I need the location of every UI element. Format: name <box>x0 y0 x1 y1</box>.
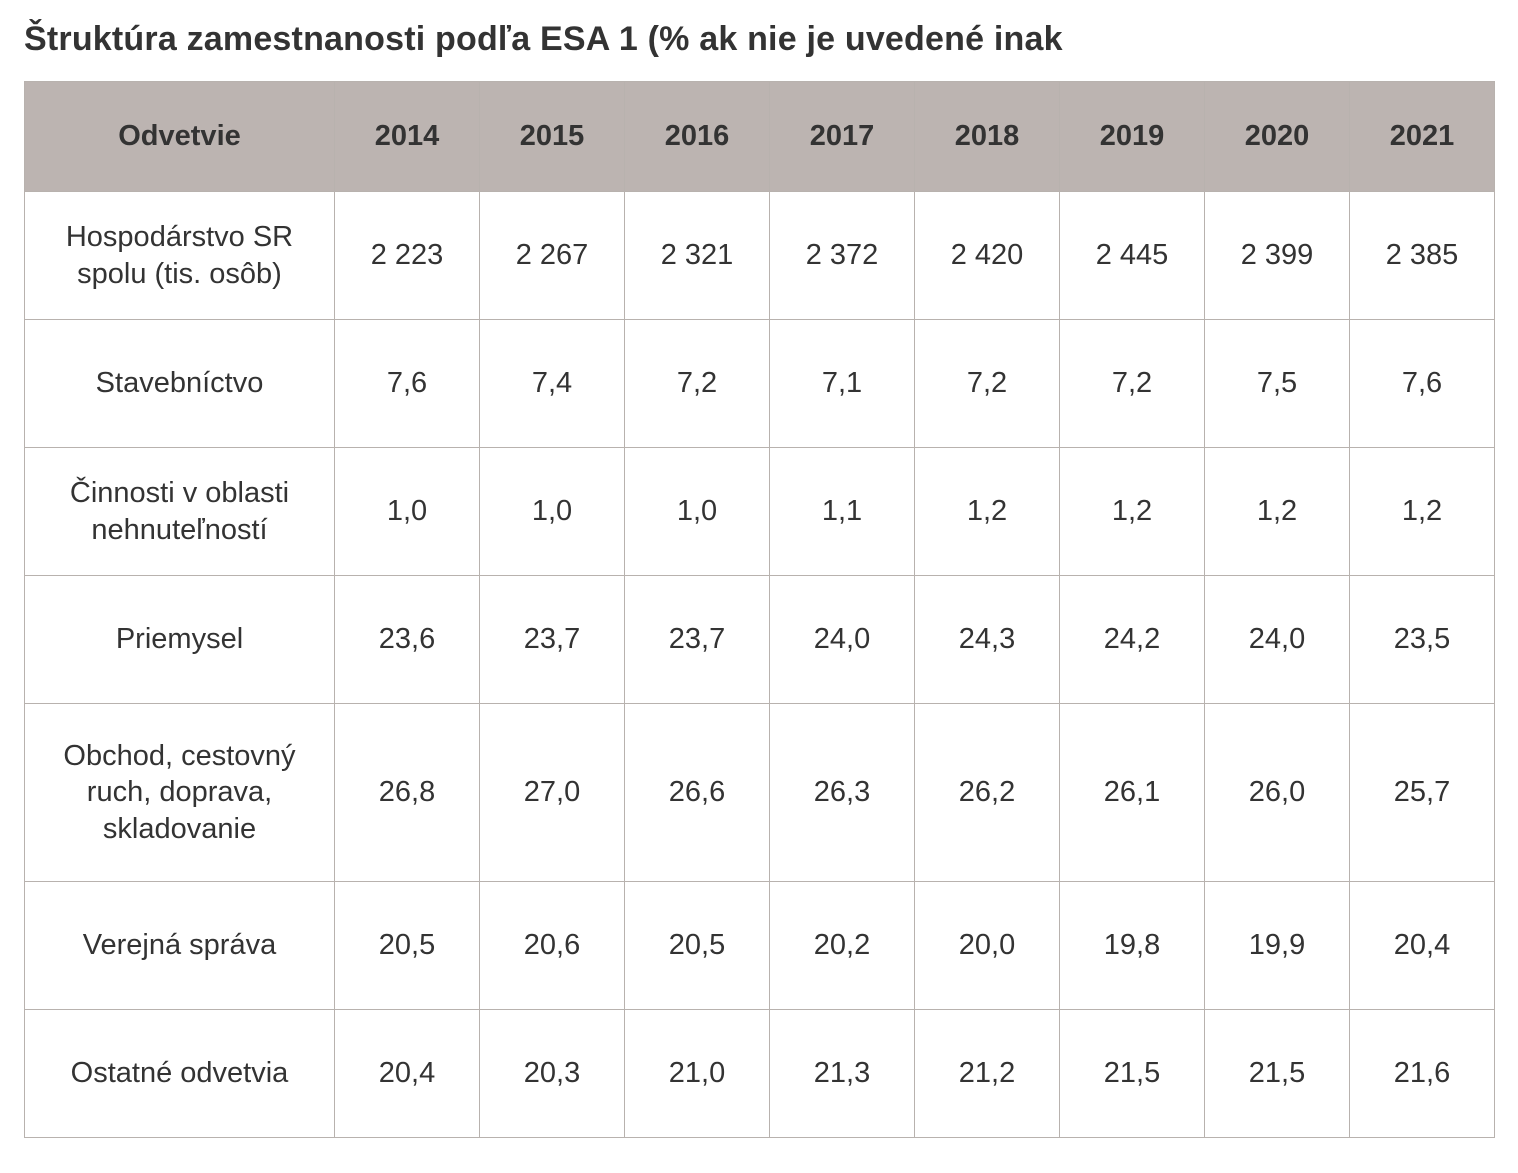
table-header-row: Odvetvie 2014 2015 2016 2017 2018 2019 2… <box>25 82 1495 192</box>
value-cell: 21,5 <box>1060 1010 1205 1138</box>
value-cell: 23,5 <box>1350 576 1495 704</box>
value-cell: 2 321 <box>625 192 770 320</box>
value-cell: 24,2 <box>1060 576 1205 704</box>
value-cell: 23,7 <box>480 576 625 704</box>
value-cell: 26,6 <box>625 704 770 882</box>
col-header-year: 2016 <box>625 82 770 192</box>
sector-cell: Verejná správa <box>25 882 335 1010</box>
value-cell: 20,4 <box>1350 882 1495 1010</box>
value-cell: 7,5 <box>1205 320 1350 448</box>
sector-cell: Činnosti v oblasti nehnuteľností <box>25 448 335 576</box>
value-cell: 1,0 <box>335 448 480 576</box>
value-cell: 21,6 <box>1350 1010 1495 1138</box>
value-cell: 21,3 <box>770 1010 915 1138</box>
value-cell: 21,2 <box>915 1010 1060 1138</box>
value-cell: 20,2 <box>770 882 915 1010</box>
value-cell: 21,5 <box>1205 1010 1350 1138</box>
value-cell: 7,2 <box>1060 320 1205 448</box>
value-cell: 23,6 <box>335 576 480 704</box>
table-body: Hospodárstvo SR spolu (tis. osôb)2 2232 … <box>25 192 1495 1138</box>
value-cell: 7,6 <box>1350 320 1495 448</box>
col-header-year: 2014 <box>335 82 480 192</box>
sector-cell: Stavebníctvo <box>25 320 335 448</box>
employment-structure-table: Odvetvie 2014 2015 2016 2017 2018 2019 2… <box>24 81 1495 1138</box>
value-cell: 1,2 <box>1060 448 1205 576</box>
value-cell: 27,0 <box>480 704 625 882</box>
value-cell: 24,3 <box>915 576 1060 704</box>
value-cell: 2 223 <box>335 192 480 320</box>
value-cell: 2 445 <box>1060 192 1205 320</box>
value-cell: 26,3 <box>770 704 915 882</box>
value-cell: 26,1 <box>1060 704 1205 882</box>
sector-cell: Obchod, cestovný ruch, doprava, skladova… <box>25 704 335 882</box>
value-cell: 1,1 <box>770 448 915 576</box>
value-cell: 20,0 <box>915 882 1060 1010</box>
value-cell: 1,2 <box>1205 448 1350 576</box>
table-row: Hospodárstvo SR spolu (tis. osôb)2 2232 … <box>25 192 1495 320</box>
value-cell: 25,7 <box>1350 704 1495 882</box>
value-cell: 20,3 <box>480 1010 625 1138</box>
col-header-year: 2017 <box>770 82 915 192</box>
value-cell: 2 399 <box>1205 192 1350 320</box>
value-cell: 2 385 <box>1350 192 1495 320</box>
table-row: Stavebníctvo7,67,47,27,17,27,27,57,6 <box>25 320 1495 448</box>
col-header-year: 2018 <box>915 82 1060 192</box>
value-cell: 7,4 <box>480 320 625 448</box>
value-cell: 2 420 <box>915 192 1060 320</box>
value-cell: 20,4 <box>335 1010 480 1138</box>
col-header-year: 2019 <box>1060 82 1205 192</box>
value-cell: 7,2 <box>625 320 770 448</box>
value-cell: 24,0 <box>770 576 915 704</box>
value-cell: 20,6 <box>480 882 625 1010</box>
value-cell: 20,5 <box>335 882 480 1010</box>
table-row: Verejná správa20,520,620,520,220,019,819… <box>25 882 1495 1010</box>
sector-cell: Hospodárstvo SR spolu (tis. osôb) <box>25 192 335 320</box>
value-cell: 21,0 <box>625 1010 770 1138</box>
value-cell: 1,2 <box>1350 448 1495 576</box>
value-cell: 7,2 <box>915 320 1060 448</box>
col-header-year: 2021 <box>1350 82 1495 192</box>
value-cell: 7,1 <box>770 320 915 448</box>
sector-cell: Priemysel <box>25 576 335 704</box>
value-cell: 26,8 <box>335 704 480 882</box>
value-cell: 1,2 <box>915 448 1060 576</box>
table-row: Ostatné odvetvia20,420,321,021,321,221,5… <box>25 1010 1495 1138</box>
value-cell: 19,9 <box>1205 882 1350 1010</box>
col-header-year: 2020 <box>1205 82 1350 192</box>
value-cell: 26,2 <box>915 704 1060 882</box>
table-title: Štruktúra zamestnanosti podľa ESA 1 (% a… <box>24 20 1494 59</box>
value-cell: 1,0 <box>480 448 625 576</box>
sector-cell: Ostatné odvetvia <box>25 1010 335 1138</box>
col-header-year: 2015 <box>480 82 625 192</box>
value-cell: 1,0 <box>625 448 770 576</box>
value-cell: 24,0 <box>1205 576 1350 704</box>
value-cell: 19,8 <box>1060 882 1205 1010</box>
value-cell: 7,6 <box>335 320 480 448</box>
col-header-sector: Odvetvie <box>25 82 335 192</box>
table-row: Priemysel23,623,723,724,024,324,224,023,… <box>25 576 1495 704</box>
value-cell: 20,5 <box>625 882 770 1010</box>
value-cell: 26,0 <box>1205 704 1350 882</box>
table-row: Obchod, cestovný ruch, doprava, skladova… <box>25 704 1495 882</box>
table-row: Činnosti v oblasti nehnuteľností1,01,01,… <box>25 448 1495 576</box>
value-cell: 23,7 <box>625 576 770 704</box>
value-cell: 2 372 <box>770 192 915 320</box>
value-cell: 2 267 <box>480 192 625 320</box>
